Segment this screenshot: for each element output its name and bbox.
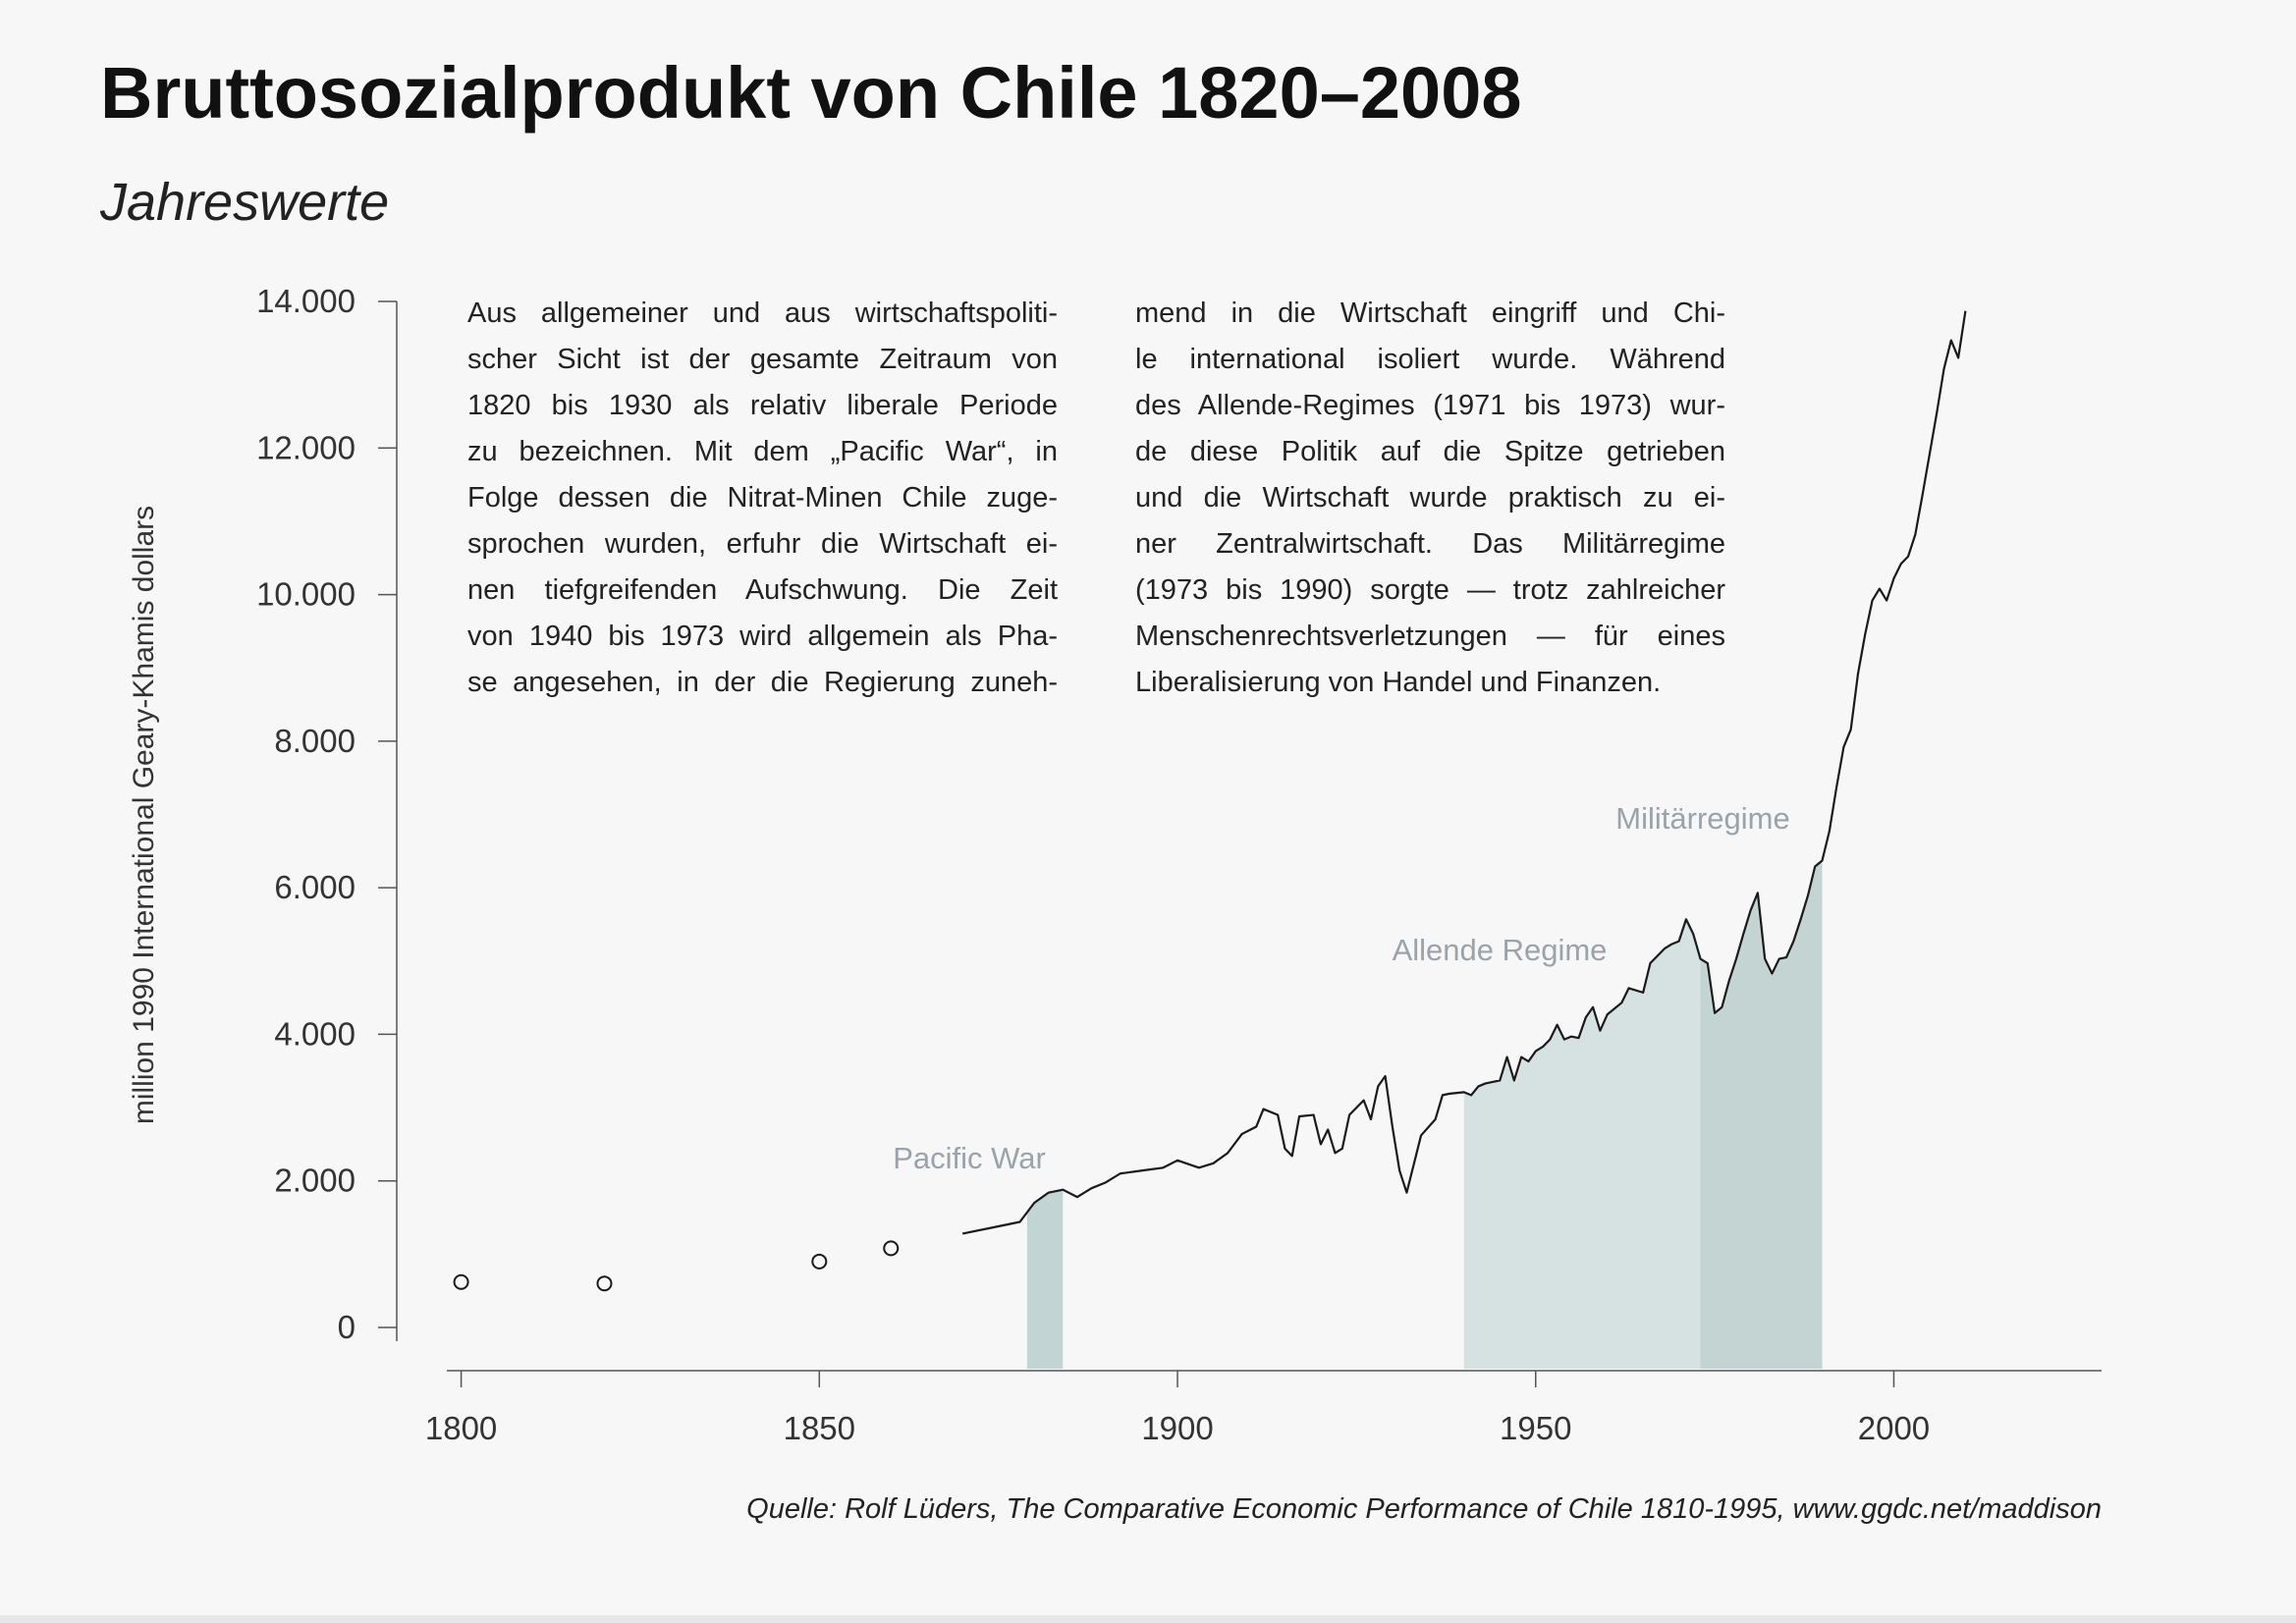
data-point bbox=[883, 1240, 900, 1257]
text-line: zu bezeichnen. Mit dem „Pacific War“, in bbox=[467, 436, 1058, 467]
y-tick-label: 8.000 bbox=[274, 723, 355, 759]
text-line: Menschenrechtsverletzungen — für eines bbox=[1135, 621, 1725, 652]
text-line: ner Zentralwirtschaft. Das Militärregime bbox=[1135, 528, 1725, 560]
x-tick-label: 1850 bbox=[784, 1410, 855, 1446]
text-column: mend in die Wirtschaft eingriff und Chi-… bbox=[1135, 291, 1725, 706]
data-line bbox=[961, 310, 1967, 1235]
source: Quelle: Rolf Lüders, The Comparative Eco… bbox=[746, 1493, 2102, 1525]
text-line: des Allende-Regimes (1971 bis 1973) wur- bbox=[1135, 390, 1725, 421]
x-tick-label: 2000 bbox=[1858, 1410, 1930, 1446]
period-area bbox=[1026, 1189, 1064, 1369]
text-line: scher Sicht ist der gesamte Zeitraum von bbox=[467, 344, 1058, 375]
data-point bbox=[453, 1273, 469, 1290]
data-point bbox=[596, 1275, 613, 1292]
period-area bbox=[1700, 860, 1823, 1369]
y-axis-label: million 1990 International Geary-Khamis … bbox=[128, 506, 160, 1124]
chart-title: Bruttosozialprodukt von Chile 1820–2008 bbox=[100, 52, 1522, 134]
bottom-strip bbox=[0, 1615, 2296, 1623]
y-tick-label: 6.000 bbox=[274, 869, 355, 905]
text-line: und die Wirtschaft wurde praktisch zu ei… bbox=[1135, 482, 1725, 514]
y-tick-label: 10.000 bbox=[256, 576, 355, 613]
period-label: Allende Regime bbox=[1393, 933, 1608, 967]
x-tick-label: 1900 bbox=[1141, 1410, 1213, 1446]
x-tick-label: 1950 bbox=[1500, 1410, 1571, 1446]
text-line: de diese Politik auf die Spitze getriebe… bbox=[1135, 436, 1725, 467]
data-point bbox=[811, 1253, 828, 1270]
text-column: Aus allgemeiner und aus wirtschaftspolit… bbox=[467, 291, 1058, 706]
text-line: mend in die Wirtschaft eingriff und Chi- bbox=[1135, 298, 1725, 329]
period-area bbox=[1463, 919, 1701, 1369]
y-tick-label: 4.000 bbox=[274, 1015, 355, 1052]
text-line: Liberalisierung von Handel und Finanzen. bbox=[1135, 667, 1662, 698]
x-tick-label: 1800 bbox=[425, 1410, 497, 1446]
text-line: von 1940 bis 1973 wird allgemein als Pha… bbox=[467, 621, 1058, 652]
text-line: Folge dessen die Nitrat-Minen Chile zuge… bbox=[467, 482, 1058, 514]
period-label: Militärregime bbox=[1615, 801, 1789, 836]
text-line: Aus allgemeiner und aus wirtschaftspolit… bbox=[467, 298, 1058, 329]
text-line: (1973 bis 1990) sorgte — trotz zahlreich… bbox=[1135, 574, 1725, 606]
y-tick-label: 0 bbox=[338, 1309, 355, 1345]
text-line: se angesehen, in der die Regierung zuneh… bbox=[467, 667, 1058, 698]
chart-subtitle: Jahreswerte bbox=[99, 173, 389, 232]
text-line: nen tiefgreifenden Aufschwung. Die Zeit bbox=[467, 574, 1058, 606]
y-tick-label: 14.000 bbox=[256, 283, 355, 319]
y-tick-label: 2.000 bbox=[274, 1163, 355, 1199]
text-line: sprochen wurden, erfuhr die Wirtschaft e… bbox=[467, 528, 1058, 560]
text-line: 1820 bis 1930 als relativ liberale Perio… bbox=[467, 390, 1058, 421]
text-line: le international isoliert wurde. Während bbox=[1135, 344, 1725, 375]
period-label: Pacific War bbox=[893, 1141, 1046, 1175]
y-tick-label: 12.000 bbox=[256, 429, 355, 465]
